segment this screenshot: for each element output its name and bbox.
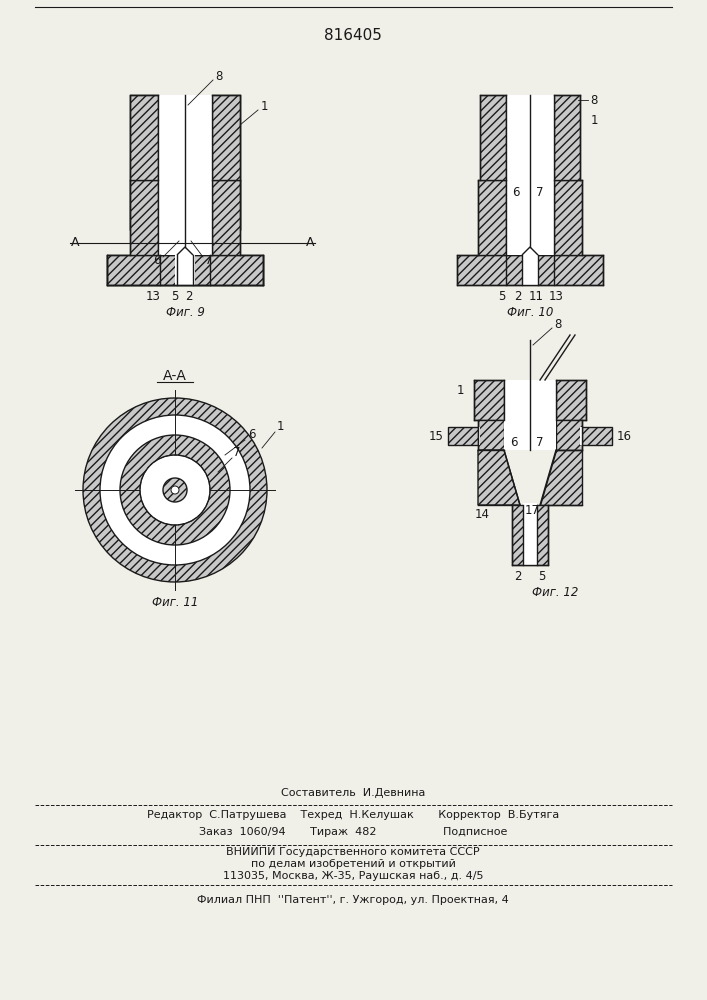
Bar bbox=[522, 228, 538, 285]
Text: 113035, Москва, Ж-35, Раушская наб., д. 4/5: 113035, Москва, Ж-35, Раушская наб., д. … bbox=[223, 871, 484, 881]
Text: 2: 2 bbox=[514, 290, 522, 304]
Text: 2: 2 bbox=[185, 290, 193, 304]
Circle shape bbox=[100, 415, 250, 565]
Bar bbox=[107, 255, 263, 285]
Text: 16: 16 bbox=[617, 430, 631, 442]
Text: 6: 6 bbox=[510, 436, 518, 448]
Bar bbox=[556, 380, 586, 420]
Circle shape bbox=[83, 398, 267, 582]
Bar bbox=[350, 360, 707, 580]
Text: по делам изобретений и открытий: по делам изобретений и открытий bbox=[250, 859, 455, 869]
Bar bbox=[102, 90, 268, 290]
Text: 17: 17 bbox=[525, 504, 539, 516]
Text: 6: 6 bbox=[513, 186, 520, 198]
Text: 1: 1 bbox=[590, 113, 597, 126]
Text: ВНИИПИ Государственного комитета СССР: ВНИИПИ Государственного комитета СССР bbox=[226, 847, 480, 857]
Bar bbox=[506, 180, 554, 255]
Circle shape bbox=[120, 435, 230, 545]
Text: 13: 13 bbox=[549, 290, 563, 304]
Bar bbox=[556, 420, 582, 450]
Text: 8: 8 bbox=[590, 94, 597, 106]
Polygon shape bbox=[478, 450, 520, 505]
Text: Фиг. 9: Фиг. 9 bbox=[165, 306, 204, 320]
Bar bbox=[478, 427, 480, 445]
Circle shape bbox=[171, 486, 179, 494]
Bar bbox=[504, 420, 556, 450]
Bar bbox=[554, 95, 580, 180]
Bar bbox=[130, 180, 158, 255]
Bar bbox=[158, 180, 212, 230]
Polygon shape bbox=[522, 247, 538, 255]
Text: 11: 11 bbox=[529, 290, 544, 304]
Bar bbox=[160, 230, 210, 255]
Text: А-А: А-А bbox=[163, 369, 187, 383]
Bar bbox=[448, 427, 478, 445]
Bar bbox=[130, 95, 158, 180]
Bar bbox=[523, 503, 537, 565]
Text: Фиг. 12: Фиг. 12 bbox=[532, 586, 578, 599]
Bar bbox=[177, 228, 193, 285]
Bar bbox=[478, 420, 504, 450]
Text: Редактор  С.Патрушева    Техред  Н.Келушак       Корректор  В.Бутяга: Редактор С.Патрушева Техред Н.Келушак Ко… bbox=[147, 810, 559, 820]
Bar bbox=[158, 95, 212, 180]
Text: 7: 7 bbox=[233, 446, 241, 458]
Bar bbox=[480, 95, 506, 180]
Text: 5: 5 bbox=[171, 290, 179, 304]
Bar bbox=[504, 380, 556, 420]
Text: 14: 14 bbox=[474, 508, 489, 522]
Text: 6: 6 bbox=[248, 428, 256, 442]
Text: 816405: 816405 bbox=[324, 27, 382, 42]
Polygon shape bbox=[177, 247, 193, 255]
Text: А: А bbox=[305, 236, 314, 249]
Bar bbox=[212, 95, 240, 180]
Text: 13: 13 bbox=[146, 290, 160, 304]
Bar bbox=[130, 180, 158, 230]
Text: 1: 1 bbox=[260, 101, 268, 113]
Bar bbox=[212, 95, 240, 180]
Text: Фиг. 10: Фиг. 10 bbox=[507, 306, 553, 320]
Text: 1: 1 bbox=[276, 420, 284, 434]
Text: 2: 2 bbox=[514, 570, 522, 584]
Text: А: А bbox=[71, 236, 79, 249]
Bar bbox=[212, 180, 240, 230]
Bar bbox=[512, 505, 548, 565]
Bar bbox=[457, 255, 603, 285]
Bar bbox=[478, 180, 506, 255]
Bar bbox=[159, 180, 211, 230]
Text: 7: 7 bbox=[205, 254, 213, 267]
Text: Фиг. 11: Фиг. 11 bbox=[152, 595, 198, 608]
Bar bbox=[506, 230, 554, 255]
Bar bbox=[175, 230, 195, 285]
Text: 15: 15 bbox=[428, 430, 443, 442]
Bar bbox=[158, 95, 212, 180]
Bar bbox=[160, 230, 210, 255]
Bar bbox=[474, 380, 504, 420]
Bar bbox=[130, 95, 158, 180]
Text: 7: 7 bbox=[536, 436, 544, 448]
Text: 5: 5 bbox=[538, 570, 546, 584]
Polygon shape bbox=[540, 450, 582, 505]
Text: 6: 6 bbox=[153, 254, 160, 267]
Bar bbox=[130, 180, 158, 230]
Text: Заказ  1060/94       Тираж  482                   Подписное: Заказ 1060/94 Тираж 482 Подписное bbox=[199, 827, 507, 837]
Text: 7: 7 bbox=[536, 186, 544, 198]
Bar bbox=[580, 427, 582, 445]
Bar bbox=[554, 180, 582, 255]
Bar bbox=[212, 180, 240, 255]
Text: 5: 5 bbox=[498, 290, 506, 304]
Bar bbox=[158, 180, 212, 255]
Bar bbox=[212, 180, 240, 230]
Bar bbox=[107, 255, 263, 285]
Bar bbox=[582, 427, 612, 445]
Text: 8: 8 bbox=[216, 70, 223, 84]
Bar bbox=[506, 95, 554, 180]
Text: Филиал ПНП  ''Патент'', г. Ужгород, ул. Проектная, 4: Филиал ПНП ''Патент'', г. Ужгород, ул. П… bbox=[197, 895, 509, 905]
Text: Составитель  И.Девнина: Составитель И.Девнина bbox=[281, 788, 425, 798]
Bar bbox=[452, 90, 608, 290]
Circle shape bbox=[140, 455, 210, 525]
Text: 1: 1 bbox=[456, 383, 464, 396]
Circle shape bbox=[163, 478, 187, 502]
Text: 8: 8 bbox=[554, 318, 561, 330]
